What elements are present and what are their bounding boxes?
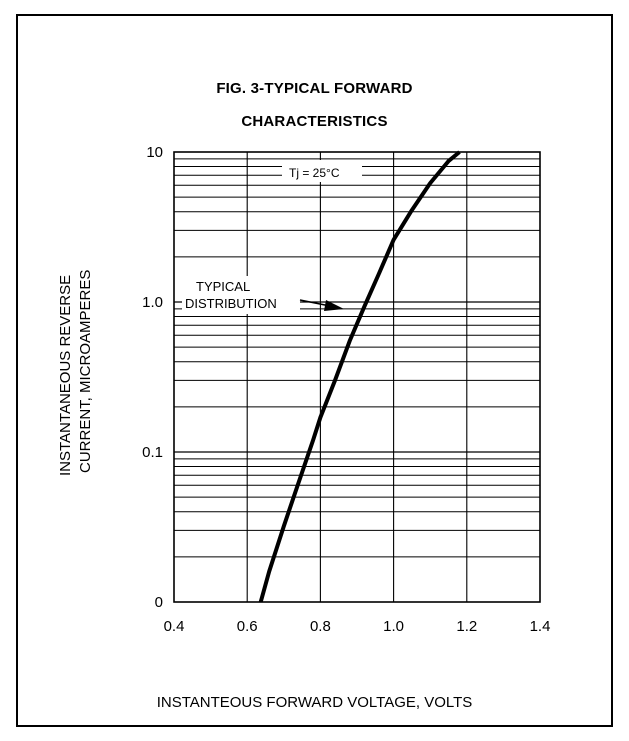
y-tick-label: 0.1 [142,444,163,461]
annotation-text-line: DISTRIBUTION [185,296,277,311]
y-tick-label: 10 [146,144,163,161]
plot-area-border [173,151,541,603]
chart-subtitle: CHARACTERISTICS [241,113,388,130]
condition-label-background [282,160,362,182]
y-tick-label: 0 [155,594,163,611]
y-tick-label: 1.0 [142,294,163,311]
annotation-background [182,276,300,314]
condition-label: Tj = 25°C [289,166,340,180]
annotation-text-line: TYPICAL [196,279,250,294]
y-axis-label-line-1: INSTANTANEOUS REVERSE [57,274,74,476]
x-tick-label: 1.2 [456,618,477,635]
annotation-arrowhead [324,300,344,311]
y-axis-label-line-2: CURRENT, MICROAMPERES [77,269,94,473]
x-tick-label: 1.0 [383,618,404,635]
series-line [258,150,461,603]
x-tick-label: 0.4 [164,618,185,635]
x-tick-label: 0.6 [237,618,258,635]
chart-title: FIG. 3-TYPICAL FORWARD [216,80,413,97]
x-tick-label: 0.8 [310,618,331,635]
x-tick-label: 1.4 [530,618,551,635]
x-axis-label: INSTANTEOUS FORWARD VOLTAGE, VOLTS [156,694,473,711]
annotation-arrow-line [299,299,331,307]
figure-frame [16,14,613,727]
